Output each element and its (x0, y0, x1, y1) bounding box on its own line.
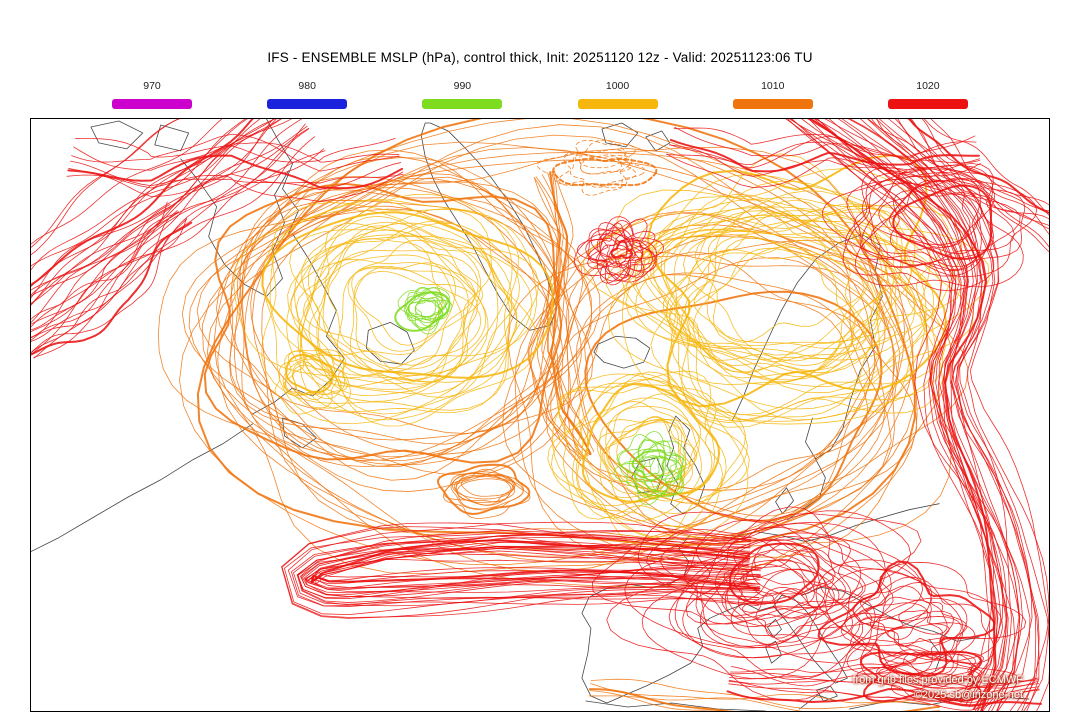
legend-color-bar (577, 99, 658, 109)
legend-label: 1020 (916, 80, 940, 92)
legend-label: 970 (143, 80, 161, 92)
legend-color-bar (887, 99, 968, 109)
pressure-legend: 970 980 990 1000 1010 1020 (112, 80, 968, 109)
legend-label: 980 (298, 80, 316, 92)
legend-item: 1010 (732, 80, 813, 109)
chart-title: IFS - ENSEMBLE MSLP (hPa), control thick… (267, 50, 813, 65)
legend-label: 1010 (761, 80, 785, 92)
legend-color-bar (422, 99, 503, 109)
legend-color-bar (732, 99, 813, 109)
legend-color-bar (112, 99, 192, 109)
legend-label: 990 (453, 80, 472, 92)
map-canvas (31, 119, 1049, 711)
legend-item: 1020 (887, 80, 968, 109)
legend-item: 1000 (577, 80, 658, 109)
attribution-source: from grib files provided by ECMWF (852, 674, 1023, 686)
attribution-copyright: ©2025 sb@irizone.net (913, 689, 1023, 701)
legend-color-bar (267, 99, 348, 109)
legend-label: 1000 (605, 80, 630, 92)
legend-item: 980 (267, 80, 348, 109)
map-panel: from grib files provided by ECMWF ©2025 … (30, 118, 1050, 712)
legend-item: 990 (422, 80, 503, 109)
attribution: from grib files provided by ECMWF ©2025 … (852, 673, 1023, 703)
legend-item: 970 (112, 80, 192, 109)
